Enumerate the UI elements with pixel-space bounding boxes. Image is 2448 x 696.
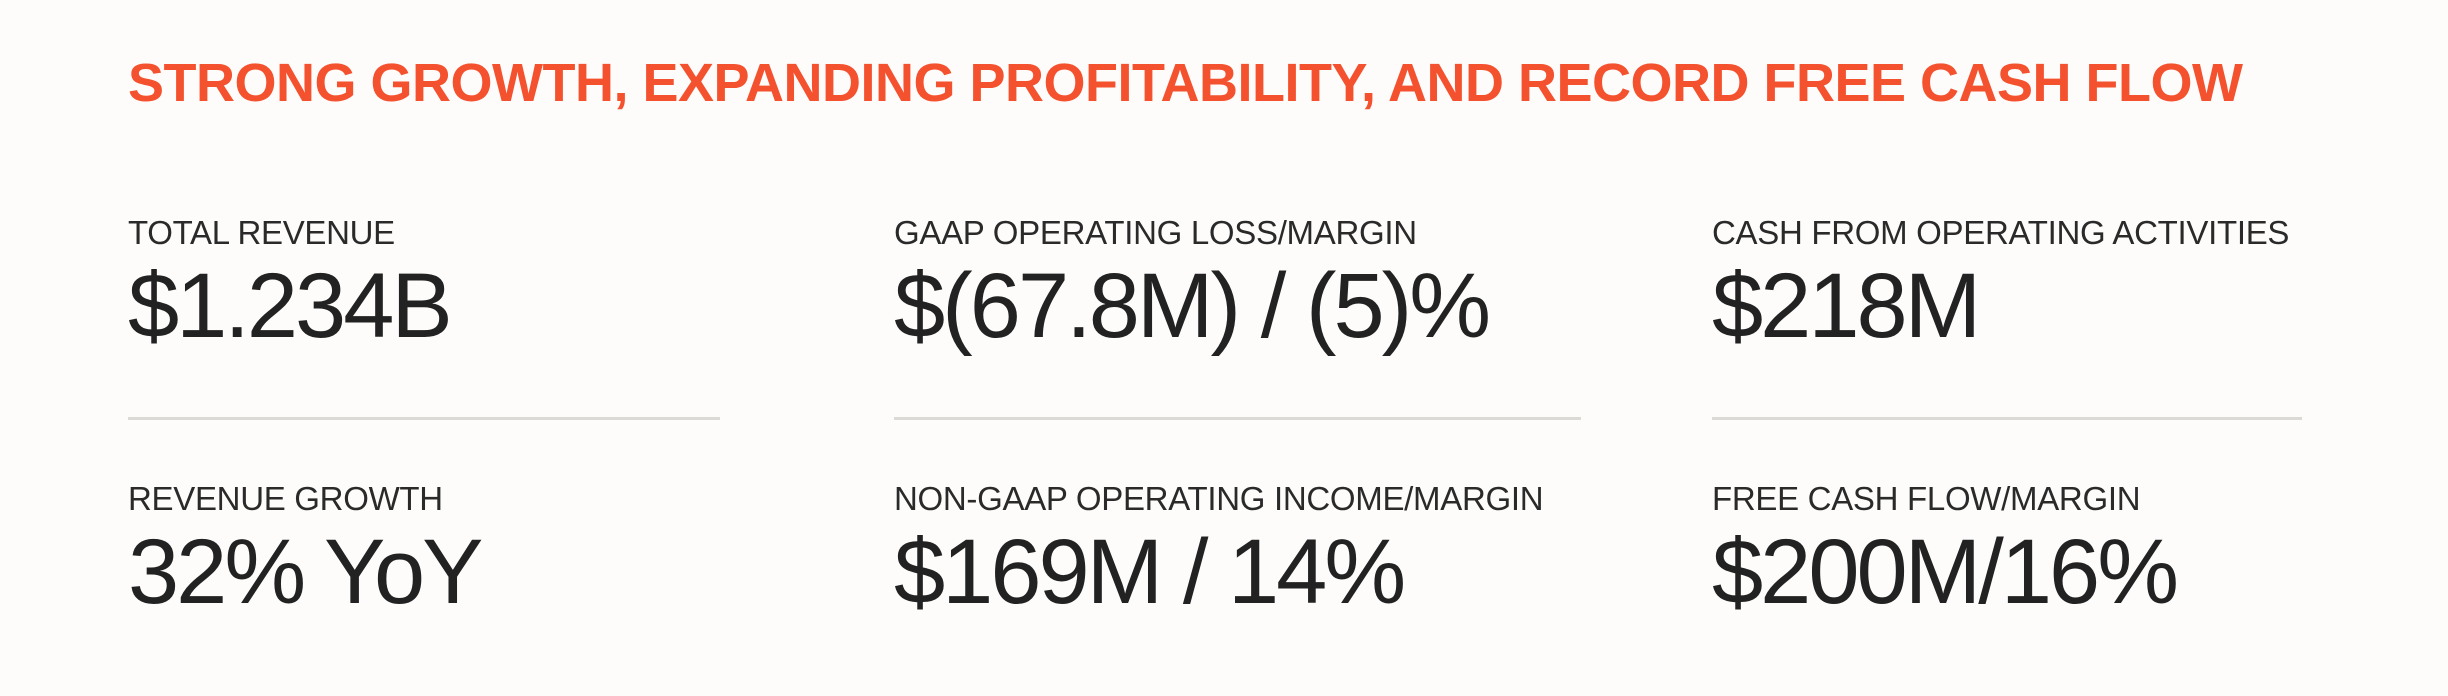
metric: CASH FROM OPERATING ACTIVITIES $218M xyxy=(1712,214,2289,355)
metric-label: CASH FROM OPERATING ACTIVITIES xyxy=(1712,214,2290,251)
metric: NON-GAAP OPERATING INCOME/MARGIN $169M /… xyxy=(894,480,1544,623)
headline: STRONG GROWTH, EXPANDING PROFITABILITY, … xyxy=(128,53,2243,113)
metric: GAAP OPERATING LOSS/MARGIN $(67.8M) / (5… xyxy=(894,214,1491,357)
metric-value: $218M xyxy=(1712,255,1981,357)
metric-label: TOTAL REVENUE xyxy=(128,214,395,251)
metric-value: $169M / 14% xyxy=(894,521,1406,623)
metric-label: GAAP OPERATING LOSS/MARGIN xyxy=(894,214,1417,251)
metric-label: FREE CASH FLOW/MARGIN xyxy=(1712,480,2141,517)
divider xyxy=(894,417,1581,420)
metric: TOTAL REVENUE $1.234B xyxy=(128,214,453,357)
metric: FREE CASH FLOW/MARGIN $200M/16% xyxy=(1712,480,2179,623)
metric-label: REVENUE GROWTH xyxy=(128,480,443,517)
metric-label: NON-GAAP OPERATING INCOME/MARGIN xyxy=(894,480,1544,517)
metric-value: $(67.8M) / (5)% xyxy=(894,255,1491,357)
metric: REVENUE GROWTH 32% YoY xyxy=(128,480,483,623)
metric-value: $1.234B xyxy=(128,255,453,357)
divider xyxy=(128,417,720,420)
metric-value: 32% YoY xyxy=(128,521,483,623)
metric-value: $200M/16% xyxy=(1712,521,2179,623)
divider xyxy=(1712,417,2302,420)
